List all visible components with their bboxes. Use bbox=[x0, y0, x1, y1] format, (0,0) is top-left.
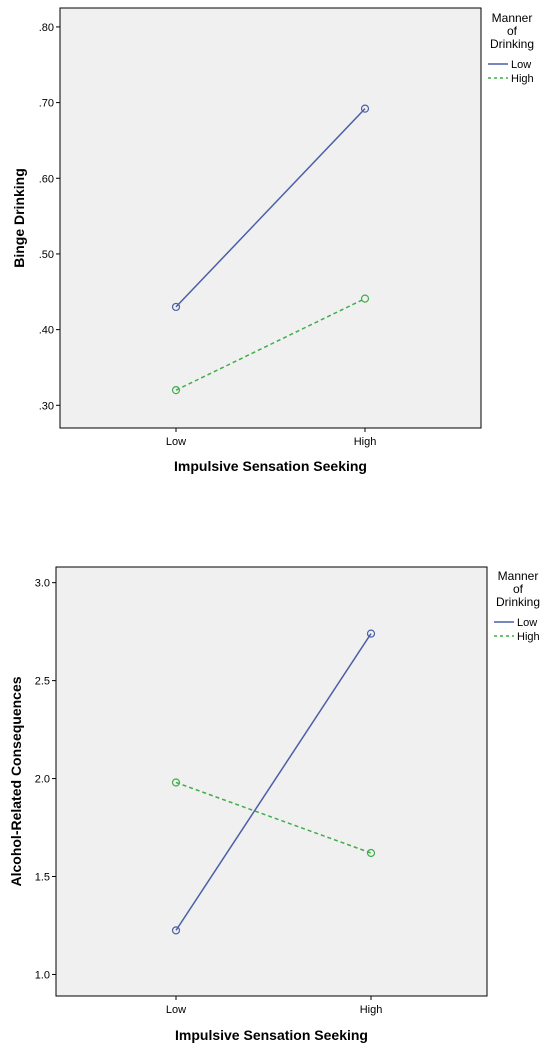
x-tick-label: High bbox=[360, 1004, 383, 1016]
y-tick-label: .80 bbox=[39, 22, 54, 34]
plot-area bbox=[59, 7, 482, 429]
legend-label-high: High bbox=[511, 73, 534, 85]
legend-label-low: Low bbox=[511, 59, 531, 71]
y-tick-label: .40 bbox=[39, 325, 54, 337]
data-point-low bbox=[171, 302, 181, 312]
data-point-low bbox=[171, 926, 181, 935]
y-tick-label: 1.5 bbox=[35, 872, 50, 884]
y-tick-label: .60 bbox=[39, 173, 54, 185]
series-line-low bbox=[175, 108, 366, 308]
y-tick-label: .50 bbox=[39, 249, 54, 261]
legend-title: Manner bbox=[492, 11, 533, 25]
legend-label-high: High bbox=[517, 631, 540, 643]
y-tick-label: 3.0 bbox=[35, 578, 50, 590]
data-point-high bbox=[366, 848, 376, 858]
x-tick-label: Low bbox=[166, 1004, 186, 1016]
plot-area bbox=[55, 566, 488, 997]
chart-svg: 1.0 1.5 2.0 2.5 3.0 Low High Impulsive Sensatio… bbox=[8, 566, 540, 1043]
chart-binge-drinking: .30 .40 .50 .60 .70 .80 Low High Impulsive Sensa… bbox=[0, 0, 554, 480]
data-point-high bbox=[171, 778, 181, 787]
legend-title: of bbox=[507, 24, 518, 38]
data-point-low bbox=[360, 104, 370, 113]
legend-label-low: Low bbox=[517, 617, 537, 629]
y-axis-title: Alcohol-Related Consequences bbox=[8, 676, 24, 886]
x-tick-label: Low bbox=[166, 436, 186, 448]
y-tick-label: 2.0 bbox=[35, 774, 50, 786]
legend-title: Drinking bbox=[496, 595, 540, 609]
legend-title: Manner bbox=[498, 569, 539, 583]
legend-title: of bbox=[513, 582, 524, 596]
chart-alcohol-consequences: 1.0 1.5 2.0 2.5 3.0 Low High Impulsive Sensatio… bbox=[0, 560, 554, 1050]
y-tick-label: .30 bbox=[39, 400, 54, 412]
data-point-low bbox=[366, 629, 376, 638]
series-line-high bbox=[175, 297, 366, 391]
series-line-low bbox=[175, 633, 372, 931]
x-tick-label: High bbox=[354, 436, 377, 448]
data-point-high bbox=[171, 386, 181, 395]
x-axis-title: Impulsive Sensation Seeking bbox=[175, 1027, 368, 1043]
data-point-high bbox=[360, 294, 370, 303]
y-tick-label: .70 bbox=[39, 98, 54, 110]
y-axis-title: Binge Drinking bbox=[11, 168, 27, 268]
y-tick-label: 2.5 bbox=[35, 676, 50, 688]
legend-title: Drinking bbox=[490, 37, 534, 51]
x-axis-title: Impulsive Sensation Seeking bbox=[174, 458, 367, 474]
chart-svg: .30 .40 .50 .60 .70 .80 Low High Impulsive Sensa… bbox=[11, 7, 534, 474]
y-tick-label: 1.0 bbox=[35, 969, 50, 981]
